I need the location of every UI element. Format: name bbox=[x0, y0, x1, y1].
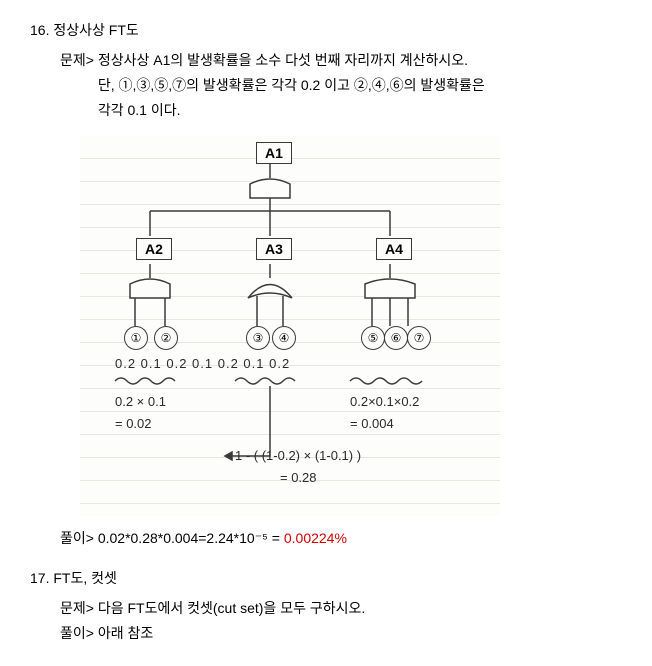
a4-calc-2: = 0.004 bbox=[350, 416, 394, 431]
node-a1: A1 bbox=[256, 142, 292, 164]
q16-problem-line1: 정상사상 A1의 발생확률을 소수 다섯 번째 자리까지 계산하시오. bbox=[98, 52, 468, 68]
a4-calc-1: 0.2×0.1×0.2 bbox=[350, 394, 419, 409]
node-a3: A3 bbox=[256, 238, 292, 260]
q16-solution: 풀이> 0.02*0.28*0.004=2.24*10⁻⁵ = 0.00224% bbox=[60, 528, 622, 548]
q16-problem: 문제> 정상사상 A1의 발생확률을 소수 다섯 번째 자리까지 계산하시오. … bbox=[60, 48, 622, 124]
leaf-7: ⑦ bbox=[407, 326, 431, 350]
solution-label: 풀이> bbox=[60, 625, 94, 641]
q16-heading: 16. 정상사상 FT도 bbox=[30, 20, 622, 40]
leaf-1: ① bbox=[124, 326, 148, 350]
q17-problem-text: 다음 FT도에서 컷셋(cut set)을 모두 구하시오. bbox=[98, 600, 365, 616]
problem-label: 문제> bbox=[60, 52, 94, 68]
or-calc-2: = 0.28 bbox=[280, 470, 317, 485]
leaf-4: ④ bbox=[272, 326, 296, 350]
q17-heading: 17. FT도, 컷셋 bbox=[30, 568, 622, 588]
a2-calc-2: = 0.02 bbox=[115, 416, 152, 431]
q16-solution-answer: 0.00224% bbox=[284, 530, 347, 546]
prob-row: 0.2 0.1 0.2 0.1 0.2 0.1 0.2 bbox=[115, 356, 475, 371]
ft-diagram: A1 A2 A3 A4 ① ② ③ ④ ⑤ ⑥ ⑦ 0.2 0.1 0.2 0.… bbox=[80, 136, 500, 516]
node-a4: A4 bbox=[376, 238, 412, 260]
problem-label: 문제> bbox=[60, 600, 94, 616]
a2-calc-1: 0.2 × 0.1 bbox=[115, 394, 166, 409]
q16-solution-expr: 0.02*0.28*0.004=2.24*10⁻⁵ = bbox=[98, 530, 280, 546]
or-calc-1: 1 - ( (1-0.2) × (1-0.1) ) bbox=[235, 448, 361, 463]
q17-solution-text: 아래 참조 bbox=[98, 625, 153, 641]
leaf-6: ⑥ bbox=[384, 326, 408, 350]
leaf-2: ② bbox=[154, 326, 178, 350]
q16-problem-line2: 단, ①,③,⑤,⑦의 발생확률은 각각 0.2 이고 ②,④,⑥의 발생확률은 bbox=[98, 77, 485, 93]
solution-label: 풀이> bbox=[60, 530, 94, 546]
node-a2: A2 bbox=[136, 238, 172, 260]
leaf-3: ③ bbox=[246, 326, 270, 350]
leaf-5: ⑤ bbox=[361, 326, 385, 350]
q17-body: 문제> 다음 FT도에서 컷셋(cut set)을 모두 구하시오. 풀이> 아… bbox=[60, 596, 622, 646]
q16-problem-line3: 각각 0.1 이다. bbox=[98, 102, 181, 118]
